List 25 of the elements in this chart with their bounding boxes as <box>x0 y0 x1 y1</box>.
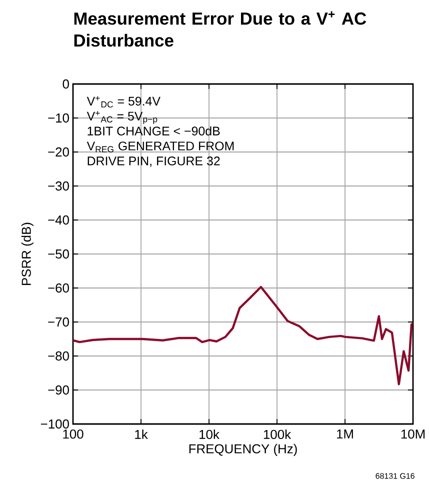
y-tick-label: 0 <box>62 79 69 89</box>
y-tick-label: −90 <box>48 385 69 395</box>
chart-title: Measurement Error Due to a V$^{+}$ AC Disturbance <box>74 11 366 47</box>
x-tick-label: 10k <box>200 430 220 440</box>
y-tick-label: −80 <box>48 351 69 361</box>
x-tick-label: 10M <box>401 430 425 439</box>
y-tick-label: −60 <box>48 283 69 293</box>
x-tick-label: 100 <box>63 430 84 439</box>
y-tick-label: −40 <box>48 215 69 225</box>
x-tick-label: 1k <box>135 430 148 439</box>
x-tick-label: 100k <box>264 430 292 440</box>
x-tick-label: 1M <box>336 430 353 438</box>
y-tick-label: −70 <box>48 317 69 327</box>
y-tick-label: −100 <box>40 419 69 429</box>
y-axis-title: PSRR (dB) <box>21 222 34 285</box>
annotation: V$_{REG}$ GENERATED FROM <box>86 142 234 152</box>
y-tick-label: −30 <box>48 181 69 191</box>
annotation: 1BIT CHANGE < −90dB <box>88 126 220 136</box>
annotation: DRIVE PIN, FIGURE 32 <box>88 156 220 167</box>
annotation: V$^{+}$$_{DC}$ = 59.4V <box>86 96 160 108</box>
x-axis-title: FREQUENCY (Hz) <box>189 444 297 456</box>
y-tick-label: −50 <box>48 249 69 259</box>
y-tick-label: −20 <box>48 147 69 157</box>
annotation: V$^{+}$$_{AC}$ = 5V$_{p−p}$ <box>86 111 158 124</box>
y-tick-label: −10 <box>48 113 69 123</box>
